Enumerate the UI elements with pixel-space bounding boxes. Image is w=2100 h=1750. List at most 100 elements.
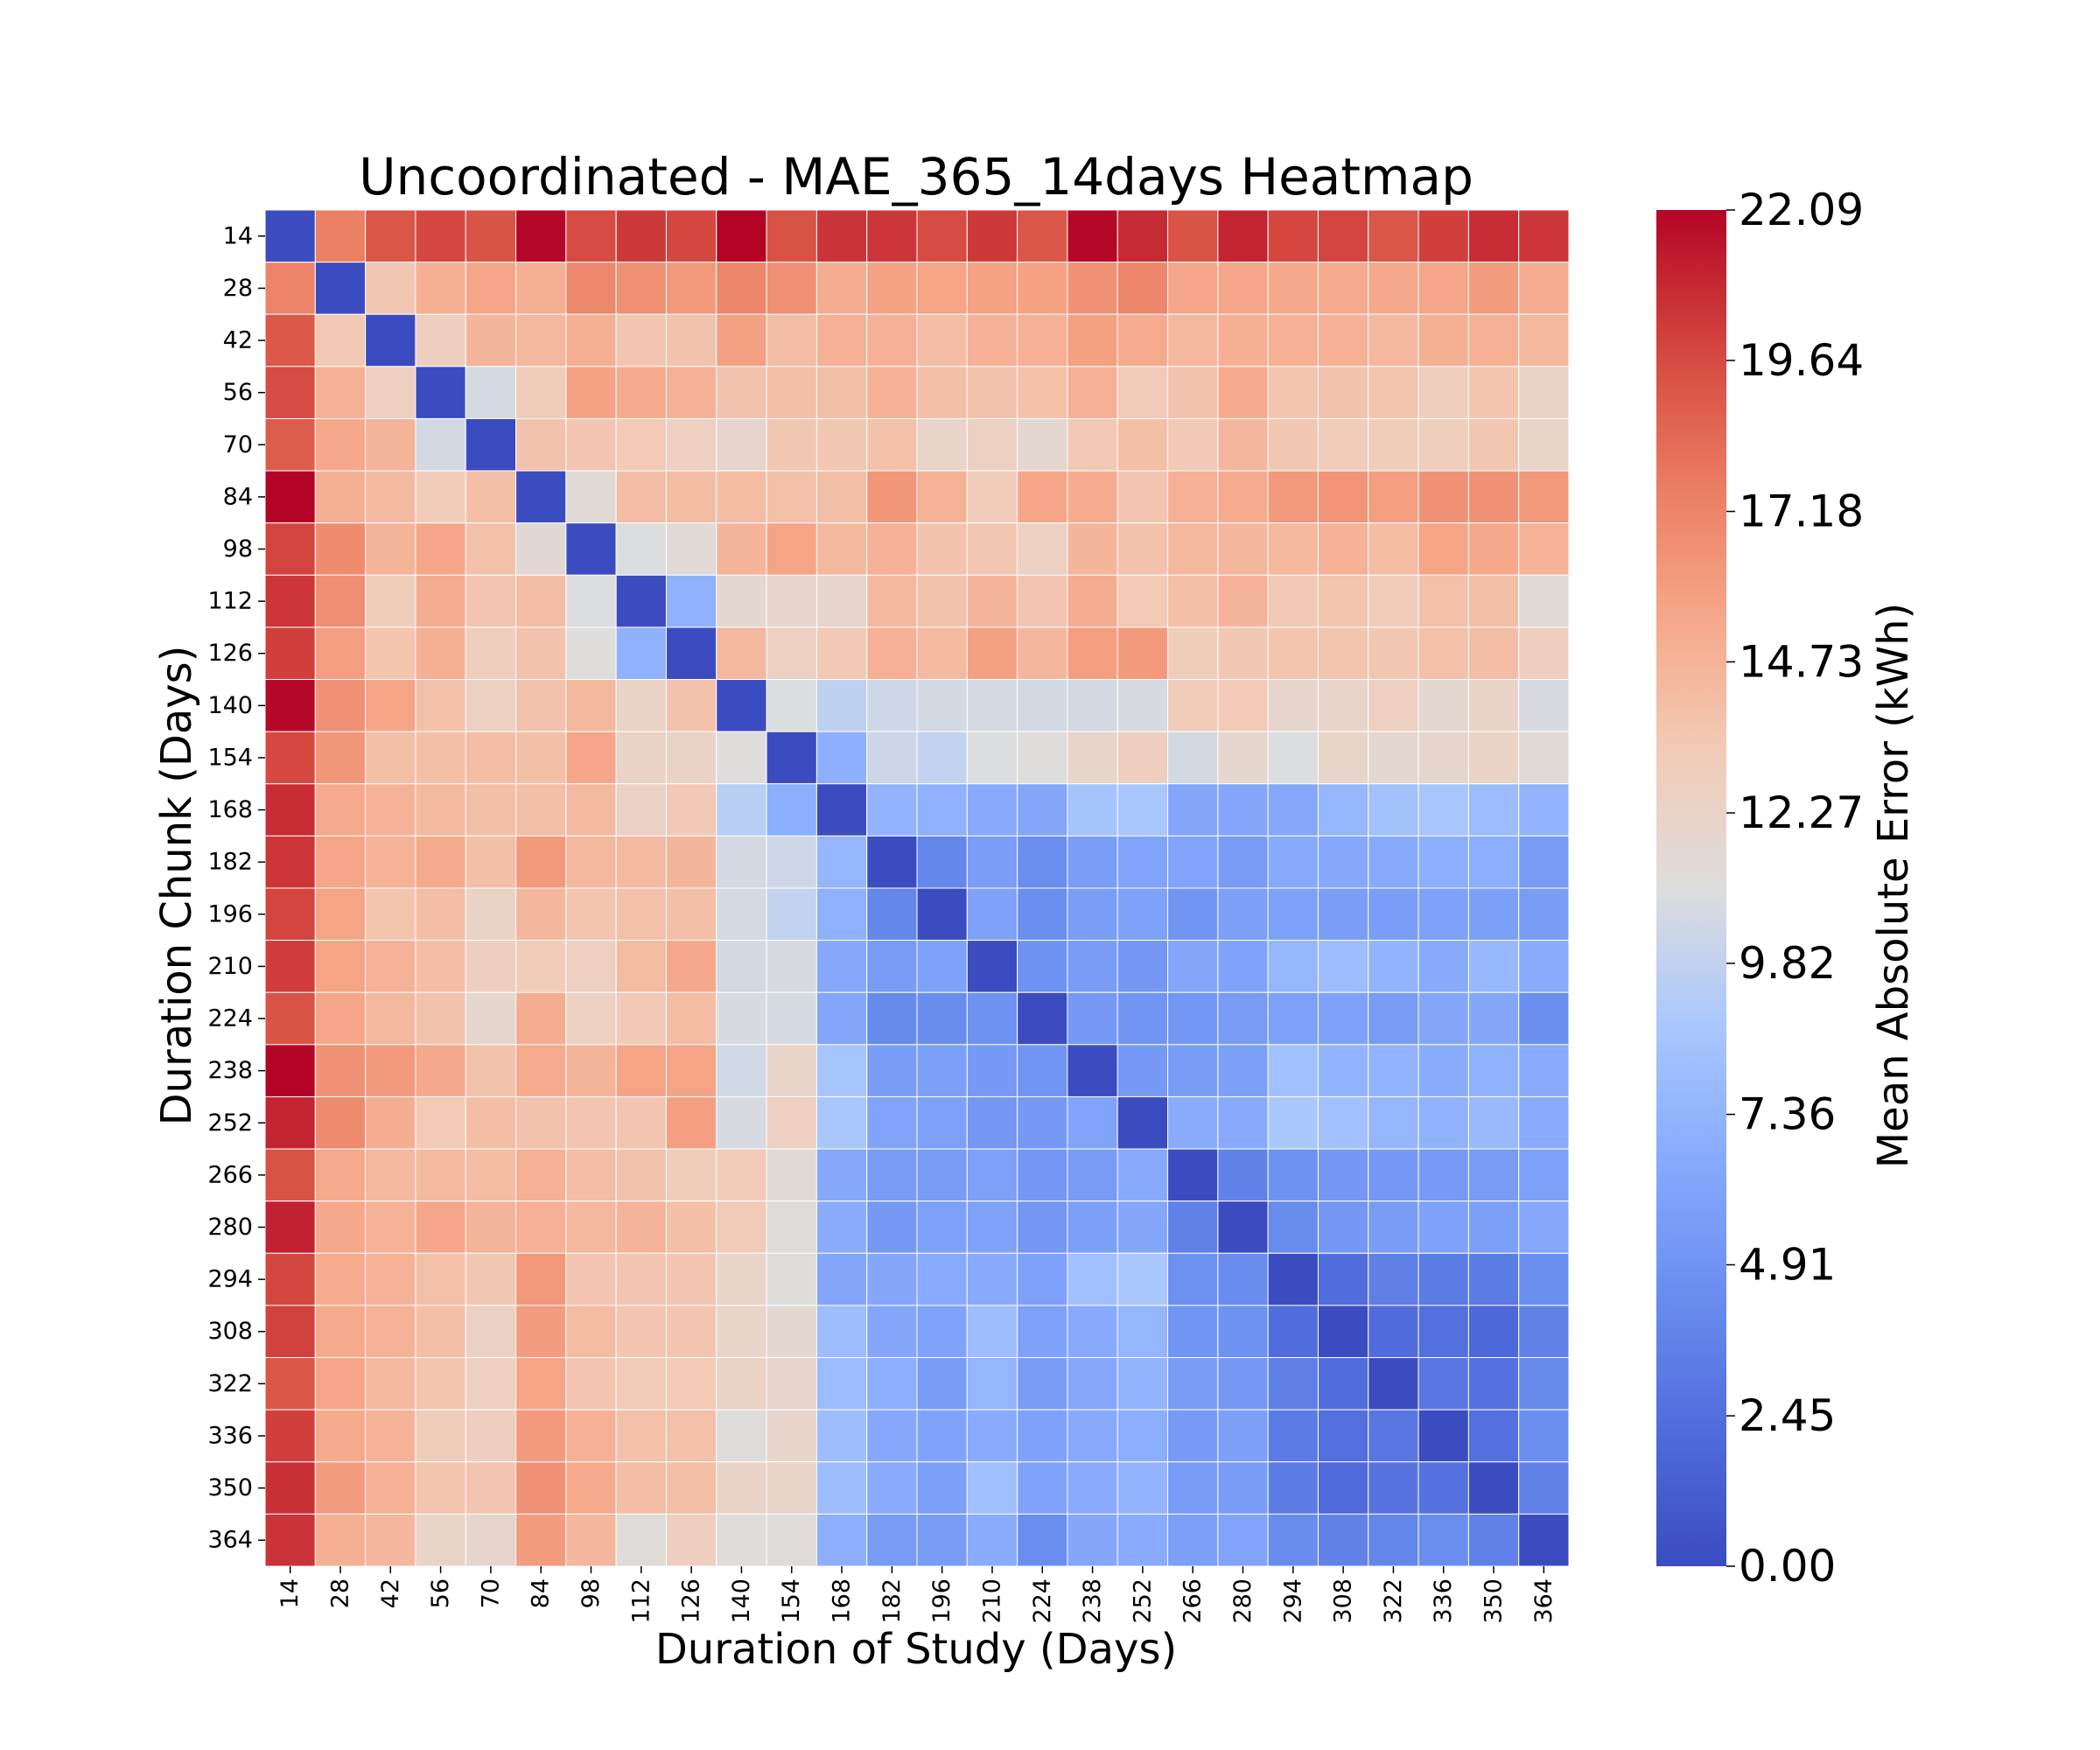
heatmap-cell <box>1017 731 1068 785</box>
heatmap-cell <box>365 470 416 524</box>
heatmap-cell <box>465 574 517 628</box>
heatmap-cell <box>515 835 567 889</box>
heatmap-cell <box>365 991 416 1046</box>
heatmap-cell <box>365 1409 416 1463</box>
heatmap-cell <box>1418 1148 1469 1202</box>
heatmap-cell <box>415 209 466 263</box>
heatmap-cell <box>1067 731 1118 785</box>
heatmap-cell <box>415 626 466 681</box>
heatmap-cell <box>916 1096 968 1150</box>
heatmap-cell <box>1116 470 1169 524</box>
heatmap-cell <box>816 209 868 263</box>
heatmap-cell <box>816 940 868 993</box>
heatmap-cell <box>1467 1096 1520 1150</box>
heatmap-cell <box>866 1409 918 1463</box>
y-tick-label: 364 <box>207 1527 253 1554</box>
heatmap-cell <box>816 366 868 419</box>
heatmap-cell <box>1067 679 1118 732</box>
heatmap-cell <box>1317 783 1369 836</box>
heatmap-cell <box>1017 835 1068 889</box>
heatmap-cell <box>916 835 968 889</box>
heatmap-cell <box>314 731 367 785</box>
heatmap-cell <box>1217 1357 1269 1410</box>
y-tick-label: 182 <box>207 849 253 876</box>
heatmap-cell <box>1267 1357 1319 1410</box>
heatmap-cell <box>615 1044 667 1097</box>
y-axis-label: Duration Chunk (Days) <box>152 646 201 1126</box>
heatmap-cell <box>1167 887 1219 942</box>
heatmap-cell <box>1418 626 1469 681</box>
heatmap-cell <box>1217 1096 1269 1150</box>
heatmap-cell <box>1467 1305 1520 1359</box>
heatmap-cell <box>415 1357 466 1410</box>
heatmap-cell <box>1167 940 1219 993</box>
heatmap-cell <box>1267 1409 1319 1463</box>
heatmap-cell <box>314 1409 367 1463</box>
heatmap-cell <box>1518 417 1570 472</box>
heatmap-cell <box>966 1357 1018 1410</box>
y-tick-label: 252 <box>207 1110 253 1137</box>
heatmap-cell <box>1067 366 1118 419</box>
heatmap-cell <box>665 1252 718 1306</box>
heatmap-cell <box>665 262 718 315</box>
heatmap-cell <box>1017 1357 1068 1410</box>
x-tick-label: 224 <box>1029 1578 1056 1624</box>
heatmap-cell <box>665 522 718 576</box>
heatmap-cell <box>665 1513 718 1567</box>
heatmap-cell <box>1116 1461 1169 1515</box>
heatmap-cell <box>565 522 617 576</box>
heatmap-cell <box>365 262 416 315</box>
heatmap-cell <box>314 1148 367 1202</box>
heatmap-cell <box>1368 1148 1419 1202</box>
heatmap-cell <box>665 1461 718 1515</box>
heatmap-cell <box>1116 626 1169 681</box>
heatmap-cell <box>716 209 767 263</box>
heatmap-cell <box>766 1148 817 1202</box>
heatmap-cell <box>766 835 817 889</box>
x-tick-label: 196 <box>928 1578 956 1624</box>
heatmap-cell <box>515 313 567 368</box>
heatmap-cell <box>866 626 918 681</box>
heatmap-cell <box>1467 626 1520 681</box>
heatmap-cell <box>1518 940 1570 993</box>
heatmap-cell <box>565 1305 617 1359</box>
heatmap-cell <box>1518 835 1570 889</box>
heatmap-cell <box>1467 522 1520 576</box>
heatmap-cell <box>314 783 367 836</box>
heatmap-cell <box>465 991 517 1046</box>
heatmap-cell <box>1317 470 1369 524</box>
heatmap-cell <box>1167 313 1219 368</box>
heatmap-cell <box>665 1409 718 1463</box>
heatmap-cell <box>866 209 918 263</box>
heatmap-cell <box>1368 835 1419 889</box>
heatmap-cell <box>465 1044 517 1097</box>
heatmap-cell <box>415 470 466 524</box>
heatmap-cell <box>615 731 667 785</box>
heatmap-cell <box>1167 1409 1219 1463</box>
colorbar-tick-label: 9.82 <box>1739 938 1836 989</box>
heatmap-cell <box>515 522 567 576</box>
heatmap-cell <box>816 1461 868 1515</box>
heatmap-cell <box>1368 1200 1419 1254</box>
heatmap-cell <box>816 1252 868 1306</box>
heatmap-cell <box>1116 1200 1169 1254</box>
heatmap-cell <box>615 1357 667 1410</box>
heatmap-cell <box>866 574 918 628</box>
heatmap-cell <box>1067 1461 1118 1515</box>
x-tick-label: 154 <box>778 1578 805 1624</box>
heatmap-cell <box>1518 1513 1570 1567</box>
heatmap-cell <box>716 1513 767 1567</box>
heatmap-cell <box>816 991 868 1046</box>
heatmap-cell <box>1217 366 1269 419</box>
heatmap-cell <box>1217 1409 1269 1463</box>
heatmap-cell <box>1518 626 1570 681</box>
heatmap-cell <box>1116 209 1169 263</box>
heatmap-cell <box>1217 1305 1269 1359</box>
heatmap-cell <box>264 1305 316 1359</box>
heatmap-cell <box>1368 470 1419 524</box>
heatmap-cell <box>766 313 817 368</box>
heatmap-cell <box>1418 1096 1469 1150</box>
heatmap-cell <box>816 679 868 732</box>
heatmap-cell <box>716 262 767 315</box>
heatmap-cell <box>866 1513 918 1567</box>
